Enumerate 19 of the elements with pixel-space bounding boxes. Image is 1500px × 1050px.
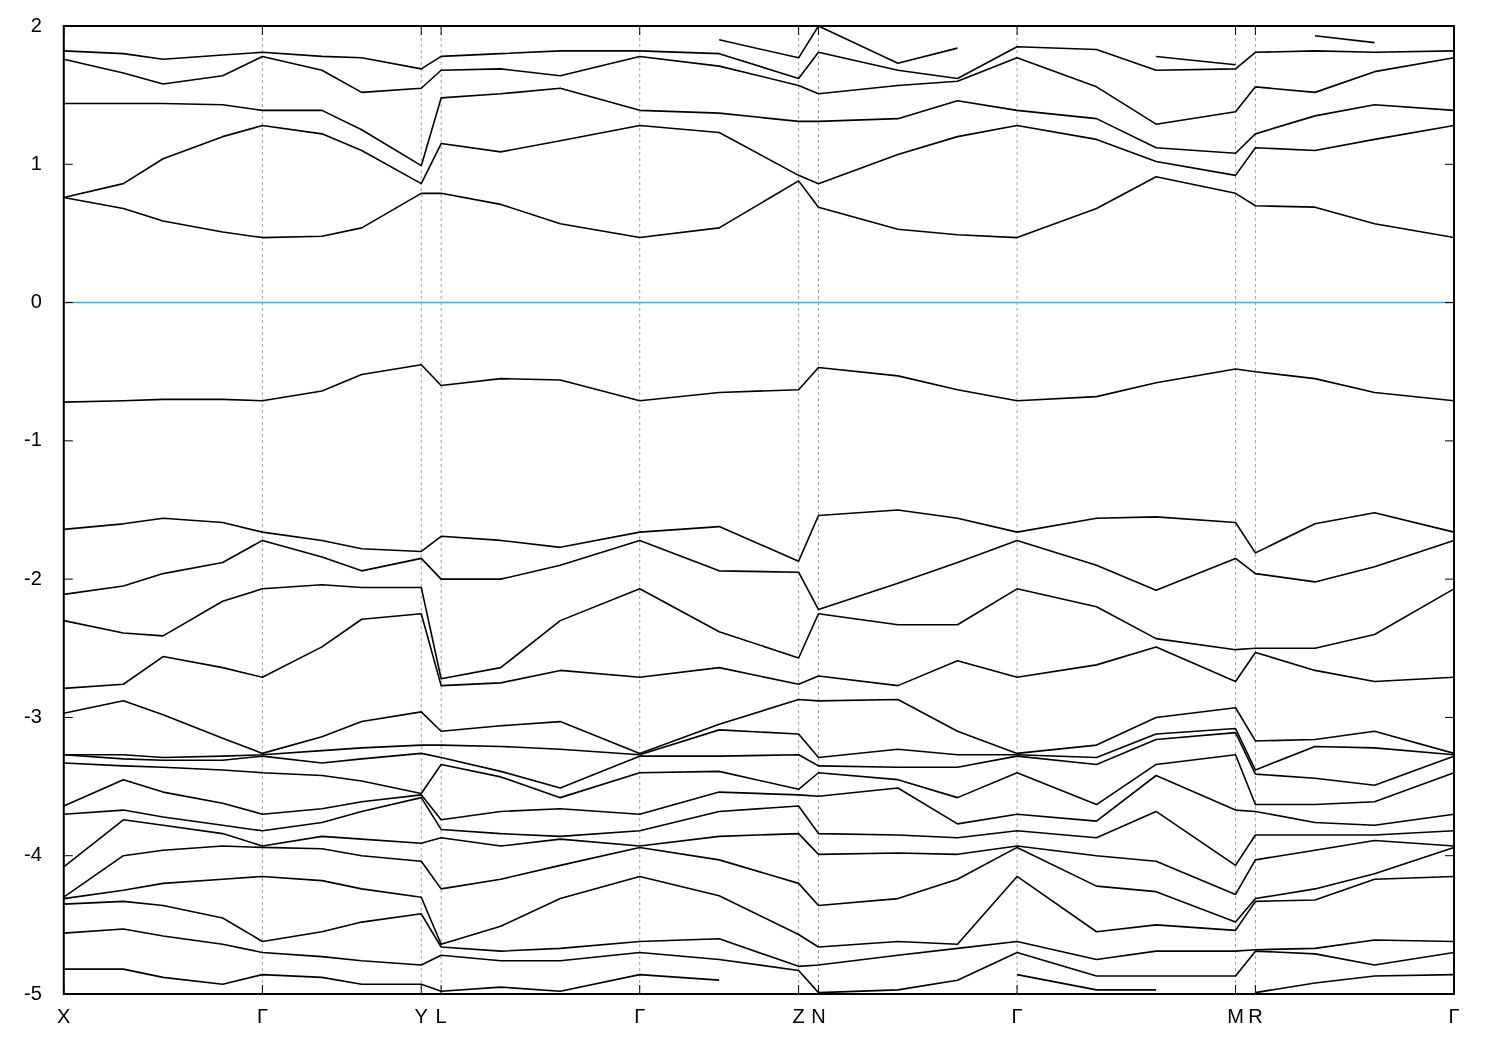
- x-tick-label: Γ: [1448, 1004, 1460, 1027]
- x-tick-label: R: [1248, 1004, 1263, 1027]
- x-tick-label: Γ: [634, 1004, 646, 1027]
- x-tick-label: Z: [792, 1004, 805, 1027]
- x-tick-label: Γ: [1011, 1004, 1023, 1027]
- y-tick-label: -2: [23, 566, 42, 589]
- x-tick-label: N: [811, 1004, 826, 1027]
- y-tick-label: -3: [23, 704, 42, 727]
- x-tick-label: Y: [414, 1004, 428, 1027]
- x-tick-label: L: [435, 1004, 447, 1027]
- x-tick-label: M: [1227, 1004, 1244, 1027]
- y-tick-label: -1: [23, 428, 42, 451]
- y-tick-label: 0: [30, 290, 42, 313]
- y-tick-label: 2: [30, 13, 42, 36]
- y-tick-label: -5: [23, 981, 42, 1004]
- y-tick-label: -4: [23, 843, 42, 866]
- x-tick-label: X: [57, 1004, 71, 1027]
- x-tick-label: Γ: [256, 1004, 268, 1027]
- y-tick-label: 1: [30, 151, 42, 174]
